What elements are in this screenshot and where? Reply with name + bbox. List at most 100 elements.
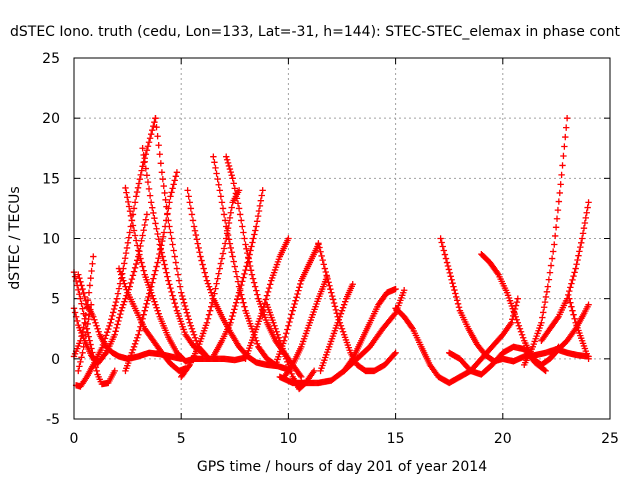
data-point [90,253,97,260]
data-point [293,294,300,301]
data-point [168,235,175,242]
data-point [318,252,325,260]
data-point [132,337,140,344]
data-point [513,316,520,323]
data-point [173,169,181,176]
data-point [512,313,519,320]
data-point [223,227,231,234]
data-point [171,177,178,184]
data-point [153,123,160,131]
data-point [257,197,265,204]
data-point [585,199,592,206]
data-point [284,358,291,366]
data-point [330,299,338,307]
data-series [546,301,592,363]
data-point [580,224,588,232]
data-point [331,303,339,310]
data-point [450,283,457,290]
data-point [150,209,157,217]
data-point [229,312,236,320]
data-point [169,185,176,192]
data-point [122,249,130,257]
x-tick-label: 25 [601,431,619,447]
data-point [577,243,584,251]
data-point [208,303,215,310]
data-point [564,291,572,299]
data-point [392,349,399,357]
data-point [144,178,152,186]
data-point [254,291,261,298]
data-point [120,277,127,284]
data-point [494,270,501,277]
data-series [340,285,399,375]
data-point [288,370,295,378]
data-point [453,297,461,304]
data-point [266,281,274,288]
data-point [152,220,159,227]
data-point [541,298,549,306]
data-point [568,303,575,310]
data-point [248,325,256,332]
data-point [188,211,196,218]
data-series [210,187,266,360]
data-point [130,343,138,350]
data-point [241,270,248,278]
data-point [186,199,193,206]
data-point [92,319,99,326]
data-point [334,319,341,326]
data-point [128,349,136,357]
data-point [281,333,289,341]
x-tick-labels: 0 5 10 15 20 25 [70,431,619,447]
data-point [234,292,242,300]
data-point [126,229,133,236]
data-point [238,217,245,224]
data-series [272,241,322,369]
data-point [143,147,151,154]
data-point [79,305,86,312]
data-point [265,284,273,292]
data-point [77,295,84,302]
data-point [135,180,143,187]
data-point [287,315,294,322]
data-point [131,340,139,347]
data-point [178,292,186,300]
data-point [233,296,241,303]
data-point [191,227,199,234]
data-point [542,367,549,375]
data-point [339,304,347,311]
data-point [78,282,85,289]
data-point [154,133,161,140]
y-tick-label: 25 [42,51,60,67]
data-point [81,293,88,301]
data-point [340,301,348,308]
data-point [285,235,292,242]
data-point [153,263,160,270]
data-point [140,227,147,234]
data-point [248,243,255,250]
data-point [122,283,129,290]
data-series [280,273,331,381]
data-point [180,299,188,306]
data-point [206,286,214,293]
x-tick-label: 20 [494,431,512,447]
data-point [127,279,135,287]
data-point [553,215,561,222]
data-point [153,304,160,311]
data-point [88,267,95,275]
data-point [285,322,292,329]
data-point [233,273,241,280]
data-point [218,199,226,206]
data-point [239,223,246,230]
data-point [150,122,157,130]
data-point [117,271,125,278]
data-point [87,275,94,282]
data-point [242,266,249,274]
data-point [131,199,139,206]
data-point [136,327,143,334]
data-point [184,312,192,320]
data-point [204,315,212,322]
data-point [145,293,152,301]
data-point [540,309,547,316]
data-point [284,326,291,333]
data-point [116,314,123,321]
